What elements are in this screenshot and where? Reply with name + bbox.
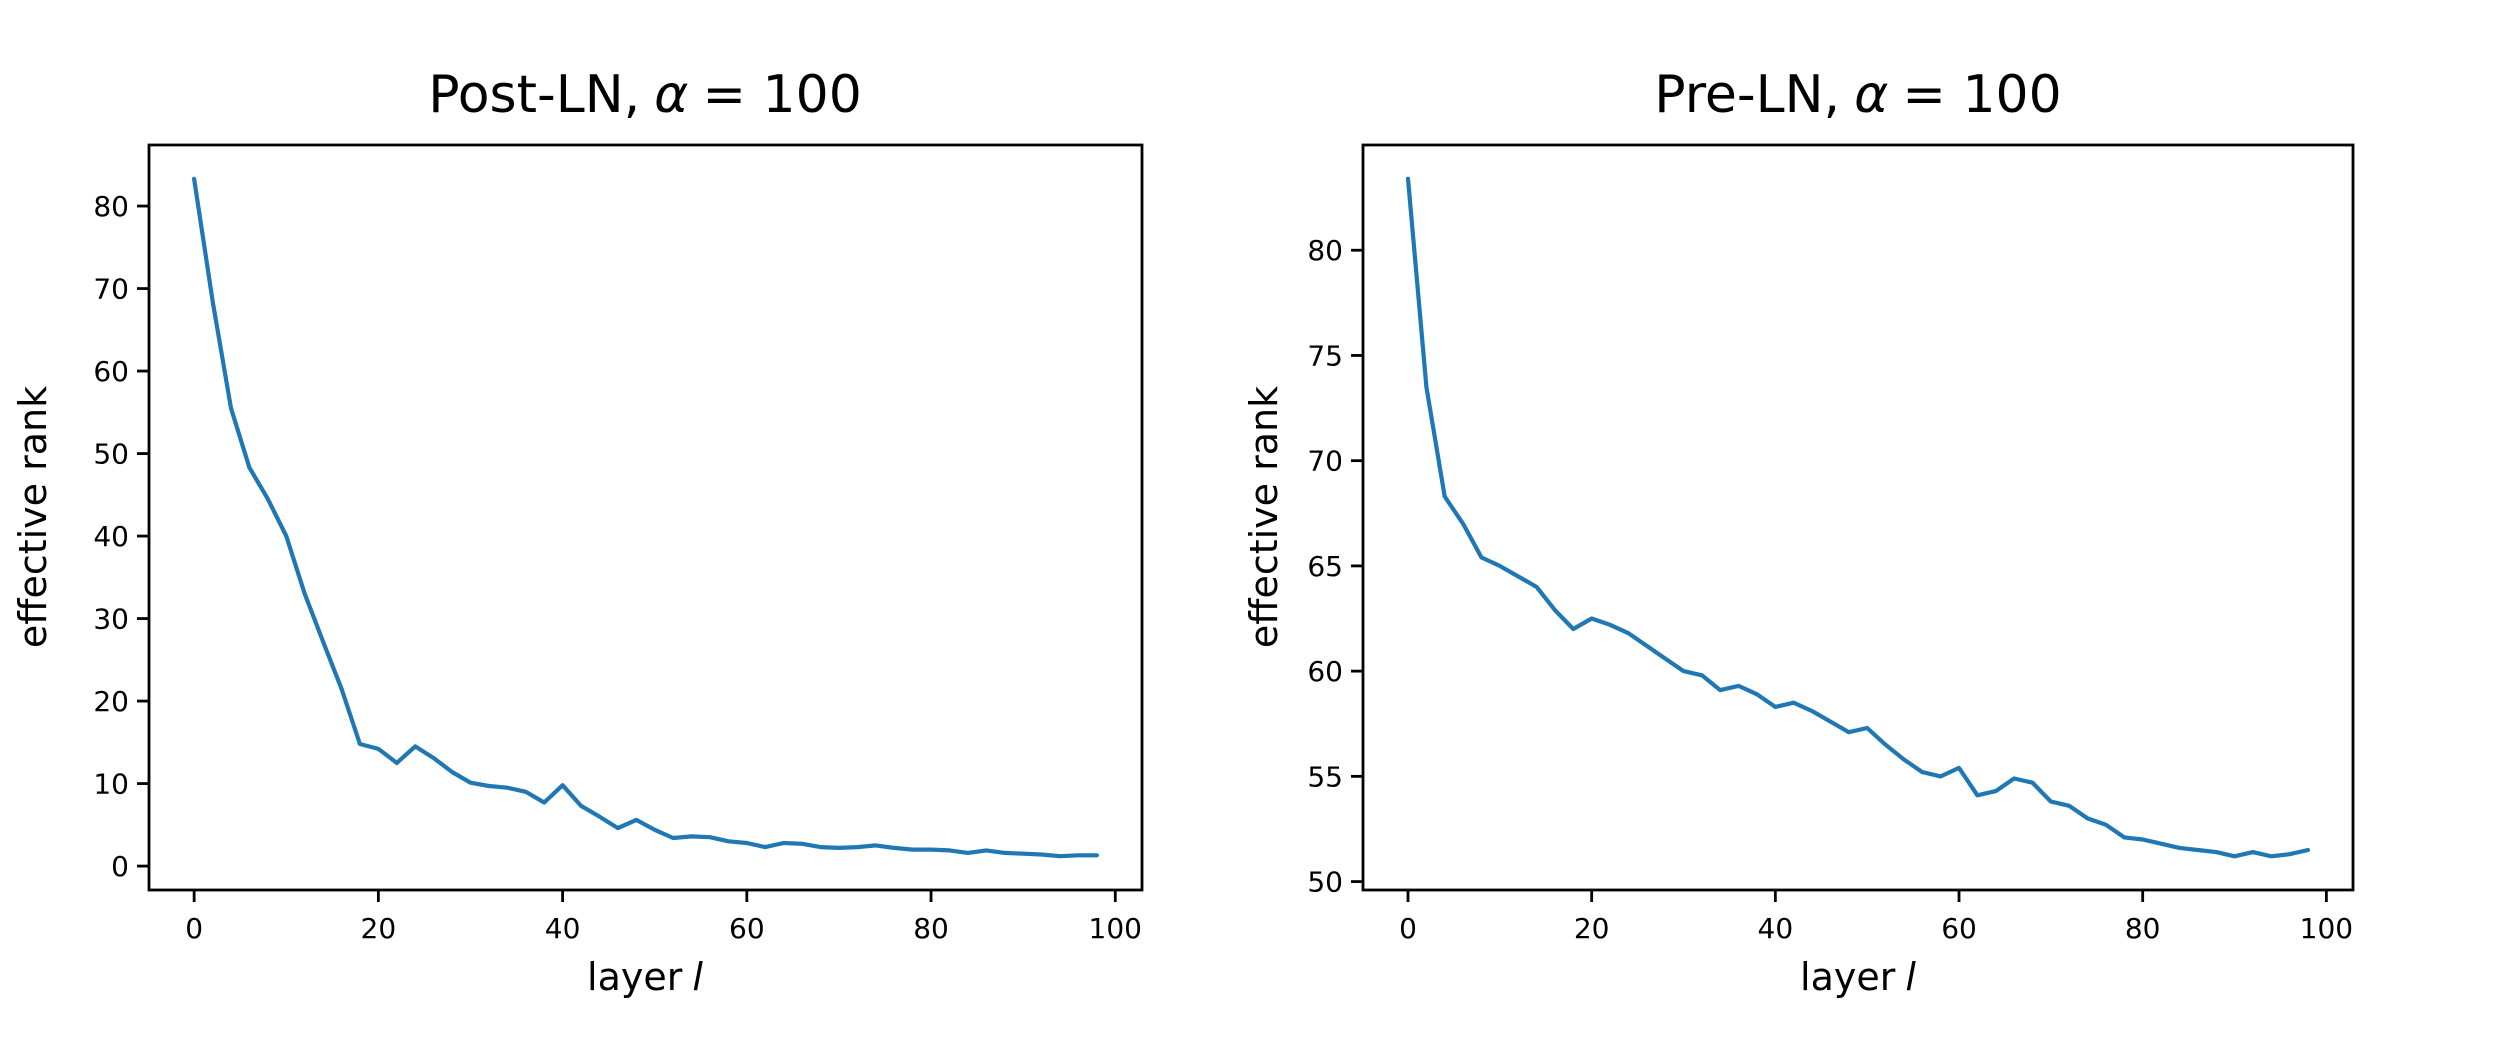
y-tick-label: 50 <box>1307 866 1343 899</box>
chart-title: Post-LN, α = 100 <box>428 65 862 125</box>
y-axis-label: effective rank <box>1247 386 1286 648</box>
y-axis-ticks: 0 10 20 30 40 50 60 70 80 <box>93 190 149 883</box>
title-alpha-symbol: α <box>1854 65 1888 125</box>
x-tick-label: 100 <box>2300 912 2353 945</box>
title-prefix: Pre-LN, <box>1654 65 1840 125</box>
x-axis-ticks: 0 20 40 60 80 100 <box>1399 890 2353 945</box>
y-tick-label: 40 <box>93 520 129 553</box>
series-line <box>1405 176 2311 859</box>
chart-post-ln: 0 20 40 60 80 100 0 10 20 30 40 50 60 70 80 Post-LN, α… <box>11 65 1144 999</box>
y-tick-label: 70 <box>1307 445 1343 478</box>
xlabel-italic-l: l <box>692 955 703 999</box>
x-axis-ticks: 0 20 40 60 80 100 <box>185 890 1142 945</box>
y-tick-label: 80 <box>93 190 129 223</box>
x-tick-label: 100 <box>1089 912 1142 945</box>
y-tick-label: 20 <box>93 685 129 718</box>
y-tick-label: 70 <box>93 273 129 306</box>
x-tick-label: 0 <box>1399 912 1417 945</box>
title-suffix: = 100 <box>1902 65 2061 125</box>
y-tick-label: 60 <box>93 355 129 388</box>
y-tick-label: 75 <box>1307 339 1343 372</box>
y-axis-label: effective rank <box>11 386 55 648</box>
y-tick-label: 80 <box>1307 234 1343 267</box>
chart-pre-ln: 0 20 40 60 80 100 50 55 60 65 70 75 80 Pre-LN, α = 10… <box>1247 65 2355 999</box>
xlabel-text: layer <box>587 955 683 999</box>
axes-frame <box>147 143 1144 892</box>
y-tick-label: 60 <box>1307 655 1343 688</box>
x-axis-label: layer l <box>1800 955 1916 999</box>
y-tick-label: 55 <box>1307 760 1343 793</box>
title-alpha-symbol: α <box>654 65 688 125</box>
xlabel-italic-l: l <box>1905 955 1916 999</box>
x-tick-label: 60 <box>1941 912 1977 945</box>
title-prefix: Post-LN, <box>428 65 640 125</box>
y-axis-ticks: 50 55 60 65 70 75 80 <box>1307 234 1363 899</box>
x-tick-label: 40 <box>545 912 581 945</box>
x-axis-label: layer l <box>587 955 703 999</box>
y-tick-label: 65 <box>1307 550 1343 583</box>
x-tick-label: 20 <box>361 912 397 945</box>
x-tick-label: 40 <box>1758 912 1794 945</box>
x-tick-label: 20 <box>1574 912 1610 945</box>
chart-title: Pre-LN, α = 100 <box>1654 65 2061 125</box>
x-tick-label: 80 <box>913 912 949 945</box>
y-tick-label: 50 <box>93 438 129 471</box>
x-tick-label: 60 <box>729 912 765 945</box>
title-suffix: = 100 <box>702 65 861 125</box>
y-tick-label: 0 <box>111 850 129 883</box>
xlabel-text: layer <box>1800 955 1896 999</box>
y-tick-label: 30 <box>93 603 129 636</box>
x-tick-label: 0 <box>185 912 203 945</box>
series-line <box>192 176 1100 859</box>
x-tick-label: 80 <box>2125 912 2161 945</box>
axes-frame <box>1361 143 2355 892</box>
y-tick-label: 10 <box>93 768 129 801</box>
